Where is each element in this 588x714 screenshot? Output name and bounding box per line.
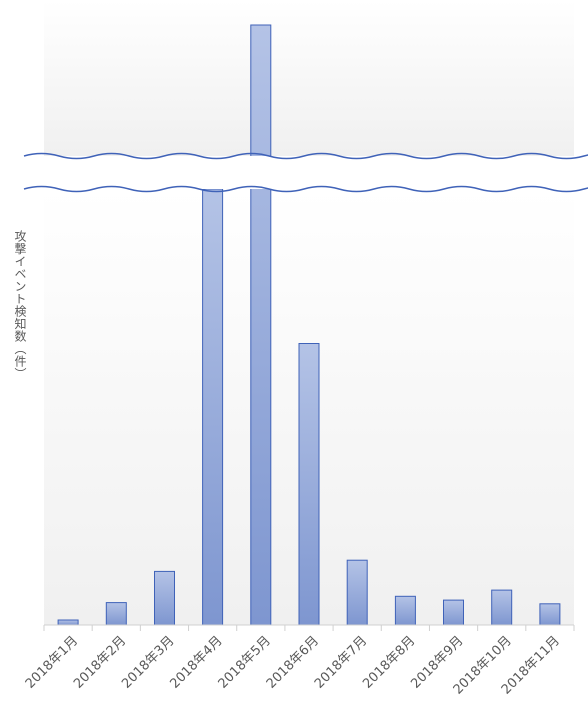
axis-break-band: [24, 156, 588, 189]
bar-8: [394, 595, 416, 626]
axis-break-upper-wave: [23, 152, 588, 160]
bar-10: [491, 589, 513, 626]
bar-3: [154, 570, 175, 626]
bar-1: [57, 619, 79, 626]
bar-6: [298, 343, 320, 626]
y-axis-label: 攻撃イベント検知数（件）: [13, 230, 27, 380]
bar-9: [443, 599, 464, 626]
axis-break-lower-wave: [23, 185, 588, 193]
bar-11: [539, 603, 561, 626]
bar-5: [250, 24, 272, 626]
bar-2: [105, 602, 127, 626]
bar-7: [346, 559, 368, 626]
bar-4: [202, 188, 224, 626]
upper-plot-area: [44, 0, 574, 156]
